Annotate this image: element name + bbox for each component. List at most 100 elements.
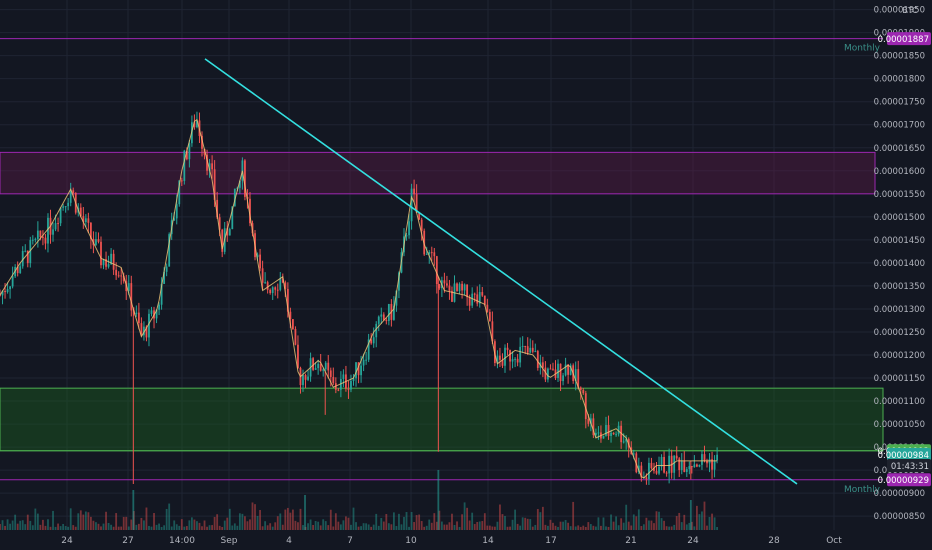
candle-body: [683, 461, 686, 472]
volume-bar: [494, 526, 496, 530]
candle-body: [135, 312, 138, 315]
candle-body: [357, 362, 360, 376]
volume-bar: [208, 525, 211, 530]
candle-body: [456, 283, 458, 292]
candle-body: [506, 347, 509, 351]
volume-bar: [504, 516, 506, 530]
candle-body: [145, 326, 148, 338]
volume-bar: [233, 523, 236, 530]
volume-bar: [241, 513, 244, 530]
trendline: [204, 58, 798, 485]
candle-body: [261, 268, 264, 283]
candle-body: [410, 188, 413, 222]
candle-body: [233, 188, 236, 207]
candle-body: [39, 230, 42, 238]
volume-bar: [228, 508, 231, 530]
candle-body: [673, 455, 676, 473]
candle-body: [501, 359, 504, 366]
candle-body: [322, 369, 325, 371]
volume-bar: [544, 524, 547, 530]
candle-body: [372, 337, 375, 344]
volume-bar: [302, 525, 304, 530]
volume-bar: [491, 526, 494, 530]
price-tick-label: 0.00001300: [874, 305, 925, 315]
candle-body: [713, 460, 716, 470]
volume-bar: [11, 520, 14, 530]
candle-body: [377, 316, 380, 324]
volume-bar: [309, 519, 312, 530]
volume-bar: [435, 521, 438, 530]
candle-body: [302, 375, 304, 386]
candle-body: [218, 217, 221, 230]
price-tick-label: 0.00001050: [874, 420, 925, 430]
volume-bar: [642, 524, 645, 530]
candle-body: [173, 218, 176, 221]
volume-bar: [203, 520, 206, 530]
candle-body: [185, 150, 188, 160]
volume-bar: [153, 512, 155, 530]
volume-bar: [665, 526, 668, 530]
volume-bar: [680, 522, 683, 530]
volume-bar: [451, 513, 453, 530]
candle-body: [579, 387, 582, 390]
current-price-badge: 0.00000984: [878, 451, 929, 461]
candle-body: [264, 282, 267, 284]
candle-body: [640, 465, 643, 478]
volume-bar: [19, 520, 22, 530]
volume-bar: [307, 523, 309, 530]
volume-bar: [632, 514, 635, 530]
volume-bar: [115, 513, 118, 530]
volume-bar: [342, 520, 345, 530]
currency-label: BTC: [902, 6, 918, 15]
candle-body: [375, 323, 378, 338]
volume-bar: [127, 526, 130, 530]
candle-body: [208, 163, 211, 171]
volume-bar: [385, 513, 388, 530]
price-tick-label: 0.00001950: [874, 6, 925, 16]
candle-body: [19, 266, 22, 274]
volume-bar: [216, 514, 219, 530]
candle-body: [499, 355, 501, 360]
volume-bar: [478, 521, 481, 530]
volume-bar: [574, 526, 577, 530]
volume-bar: [69, 508, 72, 530]
candle-body: [314, 368, 317, 370]
volume-bar: [418, 514, 421, 530]
volume-bar: [579, 526, 582, 530]
candle-body: [289, 311, 292, 320]
volume-bar: [521, 517, 524, 530]
volume-bar: [471, 512, 474, 530]
candle-body: [4, 290, 6, 293]
candle-body: [266, 282, 269, 290]
candle-body: [690, 466, 693, 468]
level-name: Monthly: [844, 44, 881, 54]
candle-body: [127, 283, 130, 291]
volume-bar: [249, 519, 251, 530]
volume-bar: [637, 509, 640, 530]
candle-body: [610, 432, 612, 436]
volume-bar: [196, 521, 198, 530]
candle-body: [160, 283, 163, 305]
price-tick-label: 0.00001350: [874, 282, 925, 292]
candle-body: [21, 250, 24, 267]
candle-body: [549, 368, 552, 370]
volume-bar: [685, 524, 688, 530]
candle-body: [286, 288, 289, 312]
volume-bar: [456, 521, 458, 530]
candle-body: [69, 190, 72, 203]
volume-bar: [31, 525, 34, 530]
volume-bar: [168, 503, 171, 530]
current-price-badge-bg: [887, 447, 931, 461]
candle-body: [52, 229, 54, 235]
volume-bar: [501, 514, 504, 530]
volume-bar: [49, 526, 52, 530]
volume-bar: [622, 522, 625, 530]
candle-body: [312, 358, 314, 370]
candle-body: [47, 217, 49, 244]
volume-bar: [499, 504, 501, 530]
volume-bar: [387, 523, 390, 530]
volume-bar: [188, 520, 191, 530]
candle-body: [297, 344, 299, 368]
volume-bar: [630, 525, 633, 530]
